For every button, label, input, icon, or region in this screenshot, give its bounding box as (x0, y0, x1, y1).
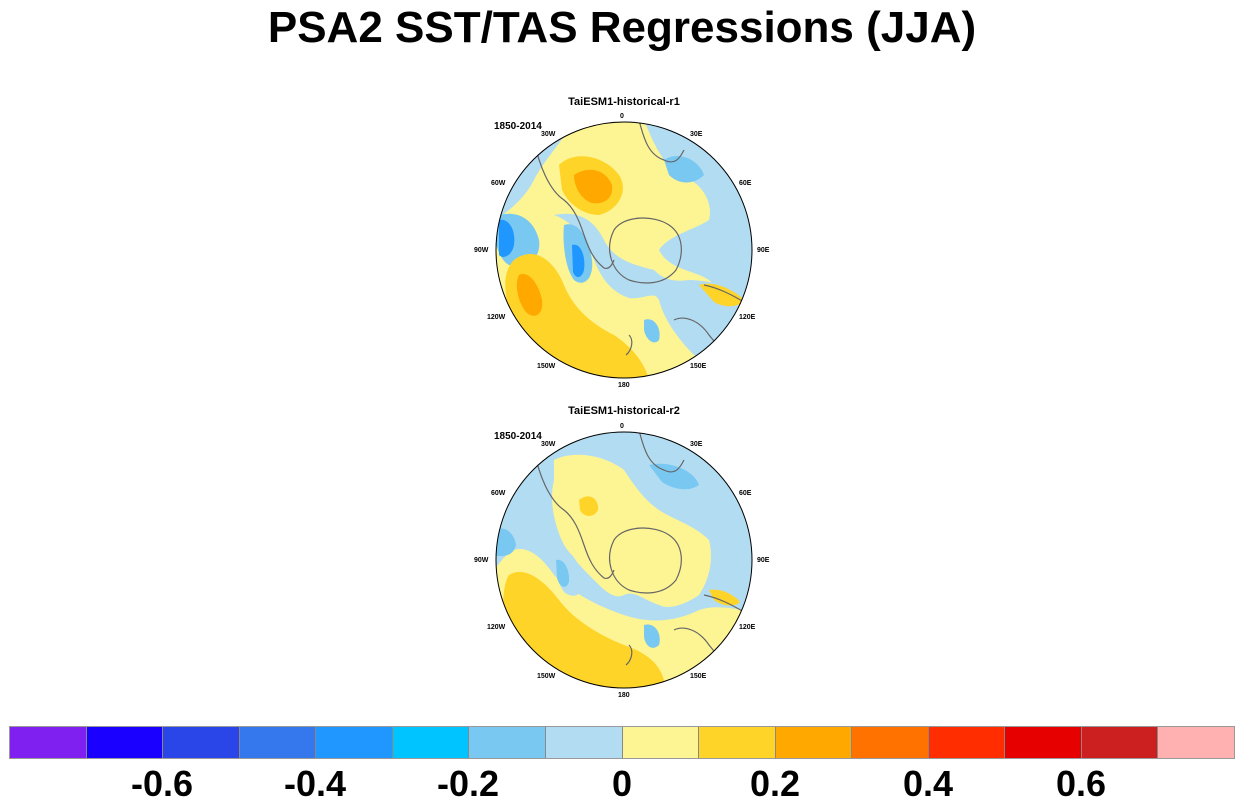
colorbar-tick-label: -0.6 (130, 763, 194, 804)
panel-2-title: TaiESM1-historical-r2 (568, 405, 680, 417)
anomaly-region (496, 528, 516, 557)
anomaly-region (644, 319, 660, 343)
anomaly-region (579, 496, 599, 516)
coastline (638, 122, 685, 163)
colorbar-tick-label: 0 (611, 763, 633, 804)
coastline (703, 594, 745, 613)
panel-1-lon-label: 150W (537, 363, 556, 370)
colorbar-tick-label: -0.2 (436, 763, 500, 804)
colorbar (9, 726, 1235, 759)
anomaly-region (572, 244, 585, 278)
panel-2-lon-label: 30E (690, 441, 703, 448)
colorbar-swatch (239, 727, 317, 758)
coastline (609, 527, 682, 594)
colorbar-swatch (1081, 727, 1159, 758)
panel-1-lon-label: 90W (474, 247, 489, 254)
colorbar-swatch (392, 727, 470, 758)
panel-1-lon-label: 30W (541, 131, 556, 138)
panel-2-lon-label: 150E (690, 673, 707, 680)
colorbar-tick-label: 0.6 (1055, 763, 1107, 804)
colorbar-swatch (163, 727, 240, 758)
panel-1-lon-label: 0 (620, 113, 624, 120)
panel-1-lon-label: 120W (487, 314, 506, 321)
panel-2-lon-label: 90W (474, 557, 489, 564)
colorbar-tick-label: 0.2 (749, 763, 801, 804)
colorbar-swatch (316, 727, 393, 758)
map-border (495, 431, 753, 689)
panel-2-period: 1850-2014 (494, 431, 542, 442)
colorbar-swatch (86, 727, 164, 758)
coastline (638, 432, 685, 473)
panel-2-map (495, 431, 753, 689)
colorbar-tick-label: 0.4 (902, 763, 954, 804)
colorbar-swatch (852, 727, 929, 758)
colorbar-swatch (928, 727, 1006, 758)
panel-2-lon-label: 60W (491, 490, 506, 497)
anomaly-region (554, 213, 752, 378)
colorbar-swatch (775, 727, 853, 758)
panel-2-lon-label: 180 (618, 692, 630, 699)
colorbar-swatch (699, 727, 776, 758)
coastline (533, 139, 615, 270)
panel-1-lon-label: 60E (739, 180, 752, 187)
colorbar-swatch (1005, 727, 1082, 758)
panel-1-map (495, 121, 753, 379)
anomaly-region (709, 589, 740, 606)
coastline (703, 284, 745, 303)
anomaly-region (574, 169, 613, 204)
panel-1-lon-label: 150E (690, 363, 707, 370)
colorbar-swatch (469, 727, 546, 758)
anomaly-region (552, 454, 711, 607)
anomaly-region (649, 463, 699, 490)
panel-2-lon-label: 150W (537, 673, 556, 680)
panel-2-lon-label: 90E (757, 557, 770, 564)
anomaly-region (664, 155, 704, 183)
panel-1-title: TaiESM1-historical-r1 (568, 96, 680, 108)
main-title: PSA2 SST/TAS Regressions (JJA) (267, 3, 977, 52)
panel-2-lon-label: 0 (620, 423, 624, 430)
panel-1-lon-label: 60W (491, 180, 506, 187)
anomaly-region (499, 219, 515, 257)
coastline (609, 217, 682, 284)
panel-2-lon-label: 120E (739, 624, 756, 631)
panel-1-period: 1850-2014 (494, 121, 542, 132)
colorbar-swatch (10, 727, 87, 758)
panel-1-lon-label: 120E (739, 314, 756, 321)
colorbar-swatch (1158, 727, 1234, 758)
anomaly-region (516, 274, 543, 316)
colorbar-swatch (545, 727, 623, 758)
anomaly-region (699, 283, 744, 307)
map-border (495, 121, 753, 379)
coastline (625, 644, 633, 666)
colorbar-swatch (622, 727, 700, 758)
colorbar-tick-label: -0.4 (283, 763, 347, 804)
panel-1-lon-label: 30E (690, 131, 703, 138)
anomaly-region (644, 624, 660, 648)
panel-2-lon-label: 60E (739, 490, 752, 497)
panel-2-lon-label: 120W (487, 624, 506, 631)
coastline (625, 334, 633, 356)
panel-2-lon-label: 30W (541, 441, 556, 448)
anomaly-region (556, 559, 570, 587)
coastline (533, 449, 615, 580)
panel-1-lon-label: 180 (618, 382, 630, 389)
panel-1-lon-label: 90E (757, 247, 770, 254)
